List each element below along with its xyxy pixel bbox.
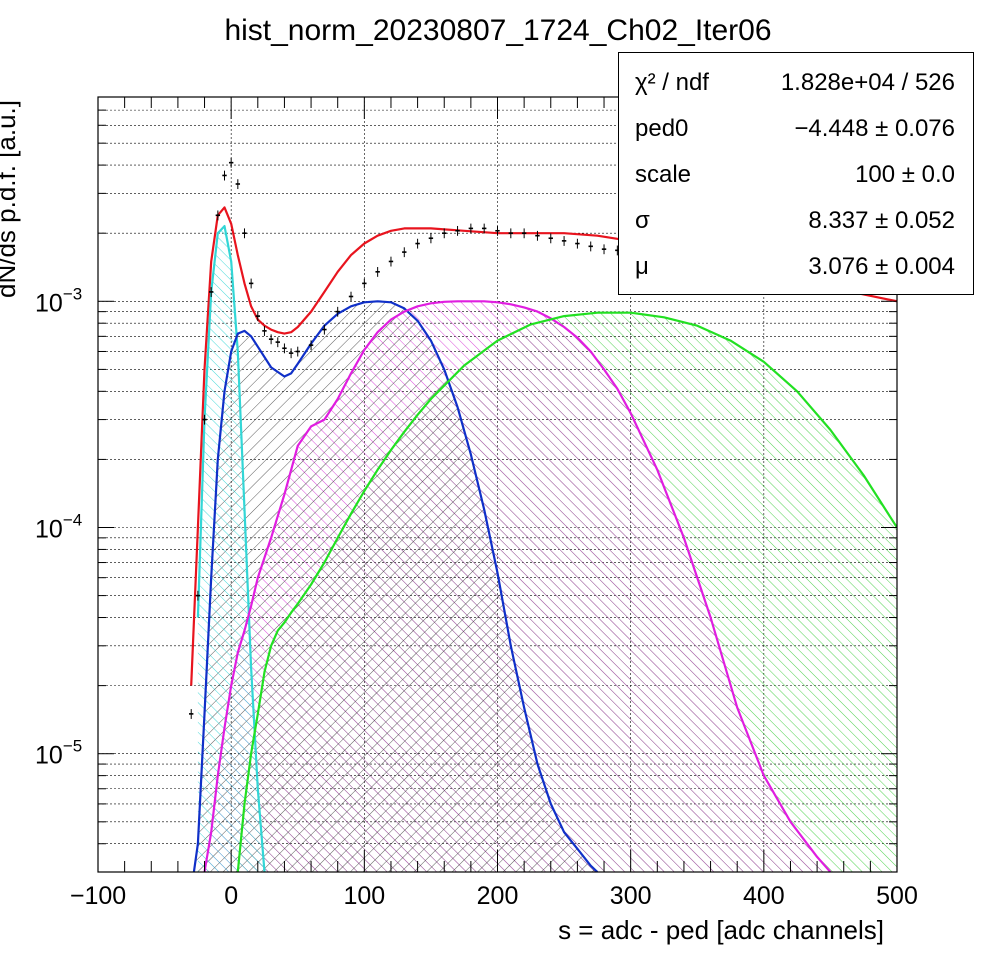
curve-2-p-e (203, 300, 832, 872)
data-point (508, 232, 514, 234)
data-point (282, 347, 287, 350)
data-point (235, 183, 241, 185)
data-point (255, 315, 260, 317)
stats-row: σ 8.337 ± 0.052 (619, 197, 973, 243)
stats-value: −4.448 ± 0.076 (794, 115, 955, 142)
curve-3-p-e (236, 311, 897, 872)
fill-1-p-e (193, 301, 598, 872)
x-tick-label: 300 (610, 882, 652, 910)
data-point (288, 352, 294, 354)
data-point (335, 310, 340, 313)
data-point (268, 338, 274, 340)
data-point (262, 330, 267, 332)
stats-label: μ (635, 253, 649, 280)
y-tick-label: 10−3 (35, 284, 82, 317)
fill-pedestal (197, 226, 265, 872)
data-point (415, 242, 420, 245)
data-point (428, 237, 434, 240)
x-tick-label: 400 (743, 882, 785, 910)
data-point (202, 418, 207, 421)
data-point (588, 245, 593, 248)
x-tick-labels: −100 0 100 200 300 400 500 (70, 882, 918, 910)
data-point (481, 227, 487, 230)
data-point (375, 271, 380, 273)
y-tick-labels: 10−5 10−4 10−3 (35, 284, 82, 769)
curve-total-fit (190, 206, 897, 686)
stats-row: μ 3.076 ± 0.004 (619, 243, 973, 289)
data-point (248, 282, 254, 285)
data-point (468, 227, 474, 230)
component-fills (193, 226, 897, 872)
data-point (548, 237, 553, 240)
x-tick-label: 200 (477, 882, 519, 910)
curve-pedestal (196, 225, 266, 872)
x-tick-label: 100 (343, 882, 385, 910)
curve-1-p-e (192, 300, 599, 872)
data-point (322, 328, 327, 331)
stats-row: scale 100 ± 0.0 (619, 151, 973, 197)
data-point (601, 248, 607, 250)
data-point (295, 350, 300, 353)
data-point (215, 214, 221, 217)
data-point (208, 291, 214, 293)
data-point (495, 229, 500, 232)
data-point (521, 232, 527, 234)
stats-value: 100 ± 0.0 (855, 161, 955, 188)
data-point (228, 161, 234, 164)
x-tick-label: −100 (70, 882, 126, 910)
data-point (189, 713, 194, 715)
fit-stats-box: χ² / ndf 1.828e+04 / 526 ped0 −4.448 ± 0.07… (618, 52, 974, 295)
data-point (348, 295, 354, 298)
data-point (222, 174, 227, 177)
data-point (275, 341, 280, 343)
stats-row: ped0 −4.448 ± 0.076 (619, 105, 973, 151)
stats-label: scale (635, 161, 692, 188)
data-point (242, 232, 247, 234)
x-tick-label: 0 (224, 882, 238, 910)
data-point (455, 229, 460, 232)
chart-title: hist_norm_20230807_1724_Ch02_Iter06 (224, 14, 772, 47)
y-tick-label: 10−4 (35, 511, 82, 544)
data-point (561, 240, 567, 242)
stats-label: σ (635, 207, 650, 234)
stats-value: 3.076 ± 0.004 (808, 253, 955, 280)
data-point (388, 260, 394, 263)
data-point (535, 234, 540, 237)
x-tick-label: 500 (876, 882, 918, 910)
data-point (575, 242, 580, 245)
data-point (402, 251, 407, 253)
stats-label: χ² / ndf (635, 69, 709, 96)
x-axis-label: s = adc - ped [adc channels] (558, 915, 884, 945)
stats-value: 8.337 ± 0.052 (808, 207, 955, 234)
data-point (195, 594, 201, 597)
stats-row: χ² / ndf 1.828e+04 / 526 (619, 59, 973, 105)
data-point (308, 344, 314, 346)
data-point (615, 249, 620, 252)
data-point (442, 232, 447, 234)
fit-curves (190, 206, 897, 872)
stats-value: 1.828e+04 / 526 (780, 69, 955, 96)
data-points (189, 157, 633, 719)
stats-label: ped0 (635, 115, 689, 142)
y-axis-label: dN/ds p.d.f. [a.u.] (0, 100, 21, 298)
y-tick-label: 10−5 (35, 737, 82, 770)
data-point (362, 282, 367, 285)
